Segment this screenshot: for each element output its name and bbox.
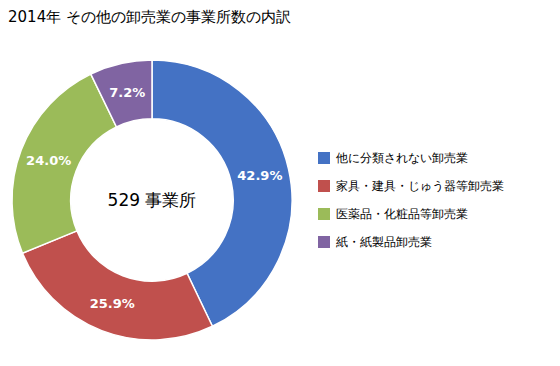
chart-title: 2014年 その他の卸売業の事業所数の内訳 — [8, 8, 291, 26]
legend-item: 医薬品・化粧品等卸売業 — [318, 207, 468, 221]
legend-label: 紙・紙製品卸売業 — [336, 235, 432, 249]
legend-label: 家具・建具・じゅう器等卸売業 — [336, 179, 504, 193]
data-label: 24.0% — [26, 153, 71, 168]
data-label: 7.2% — [109, 85, 145, 100]
donut-slice — [12, 74, 117, 253]
legend: 他に分類されない卸売業家具・建具・じゅう器等卸売業医薬品・化粧品等卸売業紙・紙製… — [318, 151, 504, 249]
data-labels: 42.9% 25.9% 24.0% 7.2% 529 事業所 — [26, 85, 282, 311]
donut-slice — [91, 60, 152, 127]
legend-item: 家具・建具・じゅう器等卸売業 — [318, 179, 504, 193]
legend-swatch — [318, 208, 330, 220]
legend-swatch — [318, 236, 330, 248]
legend-item: 他に分類されない卸売業 — [318, 151, 468, 165]
data-label: 25.9% — [90, 296, 135, 311]
data-label: 42.9% — [237, 168, 282, 183]
legend-swatch — [318, 180, 330, 192]
legend-label: 医薬品・化粧品等卸売業 — [336, 207, 468, 221]
donut-slice — [22, 231, 212, 340]
chart-container: 2014年 その他の卸売業の事業所数の内訳 42.9% 25.9% 24.0% 7.2%… — [0, 0, 560, 366]
legend-swatch — [318, 152, 330, 164]
center-text: 529 事業所 — [108, 190, 197, 210]
legend-label: 他に分類されない卸売業 — [336, 151, 468, 165]
donut-group — [12, 60, 292, 340]
chart-svg: 2014年 その他の卸売業の事業所数の内訳 42.9% 25.9% 24.0% 7.2%… — [0, 0, 560, 366]
legend-item: 紙・紙製品卸売業 — [318, 235, 432, 249]
